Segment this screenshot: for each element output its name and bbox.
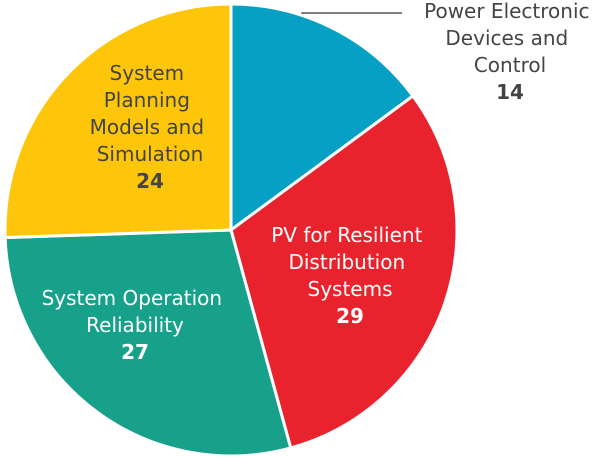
slice-label: System Operation Reliability [42, 286, 229, 337]
pie-slice [3, 228, 293, 457]
value-label: 27 [121, 340, 149, 364]
value-label: 29 [336, 304, 364, 328]
slice-label: PV for Resilient Distribution Systems [271, 223, 429, 301]
slice-label: System Planning Models and Simulation [90, 61, 211, 166]
slice-label: Power Electronic Devices and Control [424, 0, 596, 77]
value-label: 14 [496, 80, 524, 104]
pie-slice [229, 2, 416, 233]
pie-slice [229, 93, 459, 450]
pie-slice [3, 2, 233, 240]
value-label: 24 [136, 169, 164, 193]
